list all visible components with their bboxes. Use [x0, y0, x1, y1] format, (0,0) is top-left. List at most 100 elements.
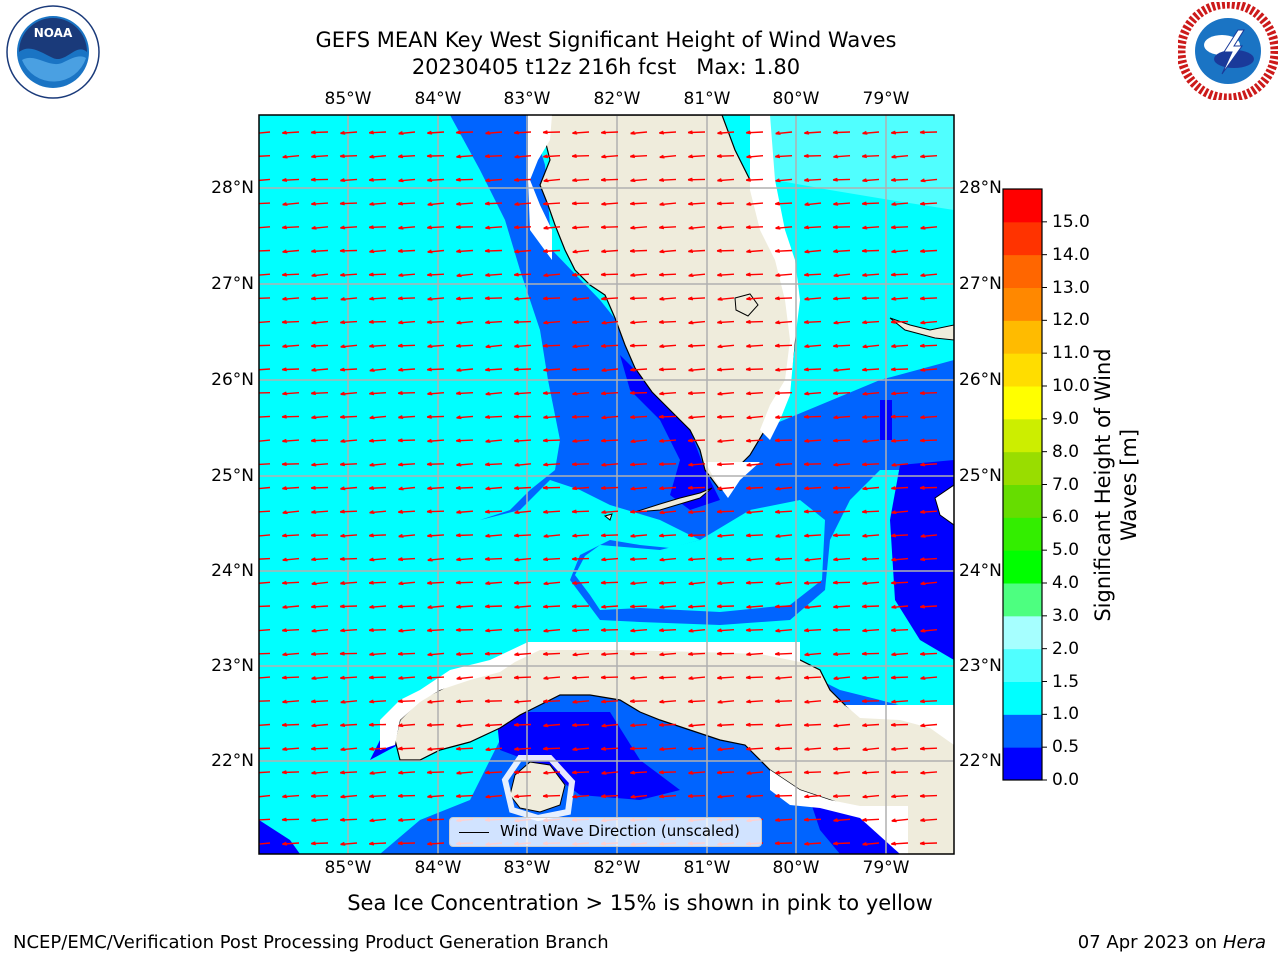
wind-arrow [484, 462, 503, 467]
wind-arrow [513, 486, 532, 491]
wind-arrow [455, 225, 474, 230]
wind-arrow [658, 722, 677, 727]
lon-label-bottom: 85°W [324, 858, 372, 878]
wind-arrow [717, 699, 735, 704]
wind-arrow [456, 154, 474, 159]
wind-arrow [542, 793, 561, 798]
colorbar-segment [1003, 714, 1042, 748]
wind-arrow [514, 746, 532, 751]
wind-arrow [630, 723, 648, 728]
wind-arrow [455, 533, 474, 538]
wind-arrow [281, 320, 300, 324]
wind-arrow [659, 344, 677, 348]
wind-arrow [832, 627, 851, 632]
wind-arrow [601, 652, 619, 657]
wind-arrow [513, 580, 532, 585]
wind-arrow [282, 841, 300, 846]
wind-arrow [311, 509, 329, 514]
wind-arrow [456, 249, 474, 254]
wind-arrow [484, 201, 503, 206]
wind-arrow [630, 486, 648, 491]
wind-arrow [513, 130, 532, 135]
wind-arrow [543, 367, 561, 372]
wind-arrow [259, 557, 271, 560]
wind-arrow [659, 510, 677, 515]
wind-arrow [427, 249, 445, 254]
wind-arrow [862, 581, 880, 585]
wind-arrow [861, 248, 880, 253]
wind-arrow [398, 675, 416, 680]
wind-arrow [514, 391, 532, 396]
wind-arrow [774, 154, 793, 159]
wind-arrow [456, 462, 474, 467]
wind-arrow [630, 770, 648, 775]
wind-arrow [310, 391, 329, 396]
wind-arrow [484, 414, 503, 419]
wind-arrow [803, 367, 822, 372]
wind-arrow [455, 438, 474, 443]
wind-arrow [339, 556, 358, 561]
wind-arrow [572, 747, 590, 751]
wind-arrow [259, 676, 271, 679]
ocean-fill-darkblue-keys [620, 355, 720, 510]
wind-arrow [659, 699, 677, 704]
wind-arrow [514, 604, 532, 609]
wind-arrow [891, 462, 909, 467]
wind-arrow [484, 248, 503, 253]
wind-arrow [716, 604, 735, 609]
wind-arrow [775, 675, 793, 680]
wind-arrow [513, 722, 532, 727]
wind-arrow [774, 841, 793, 846]
wind-arrow [803, 770, 822, 775]
wind-arrow [484, 154, 503, 159]
wind-arrow [804, 202, 822, 206]
wind-arrow [281, 367, 300, 372]
wind-arrow [658, 533, 677, 538]
lon-label-top: 84°W [414, 89, 462, 109]
wind-arrow [369, 154, 387, 159]
wind-arrow [832, 438, 851, 443]
wind-arrow [340, 581, 358, 585]
noaa-logo-text: NOAA [34, 26, 73, 40]
wind-arrow [259, 842, 271, 845]
wind-arrow [398, 817, 416, 822]
wind-arrow [455, 296, 474, 301]
wind-arrow [600, 438, 619, 443]
colorbar-tick-label: 15.0 [1052, 211, 1090, 232]
wind-arrow [804, 438, 822, 443]
wind-arrow [919, 557, 938, 562]
wind-arrow [687, 130, 706, 135]
wind-arrow [658, 225, 677, 230]
wind-arrow [601, 770, 619, 775]
wind-arrow [629, 557, 648, 562]
wind-arrow [658, 628, 677, 633]
wind-arrow [426, 462, 445, 467]
wind-arrow [542, 296, 561, 301]
wind-arrow [310, 296, 329, 301]
wind-arrow [513, 533, 532, 538]
wind-arrow [832, 296, 851, 301]
wind-arrow [658, 272, 677, 277]
wind-arrow [485, 581, 503, 585]
wind-arrow [890, 675, 909, 680]
wind-arrow [629, 343, 648, 348]
wind-arrow [455, 627, 474, 632]
wind-arrow [890, 438, 909, 443]
lon-label-top: 83°W [503, 89, 551, 109]
wind-arrow [455, 343, 474, 348]
wind-arrow [340, 486, 358, 491]
wind-arrow [542, 438, 561, 443]
lat-label-left: 24°N [211, 561, 254, 581]
wind-arrow [281, 533, 300, 538]
wind-arrow [774, 438, 793, 443]
wind-arrow [485, 272, 503, 277]
wind-arrow [543, 178, 561, 183]
wind-arrow [339, 367, 358, 372]
wind-arrow [259, 818, 271, 821]
wind-arrow [368, 319, 387, 324]
wind-arrow [717, 533, 735, 538]
wind-arrow [310, 201, 329, 206]
wind-arrow [339, 320, 358, 325]
wind-arrow [803, 153, 822, 158]
wind-arrow [485, 533, 503, 538]
